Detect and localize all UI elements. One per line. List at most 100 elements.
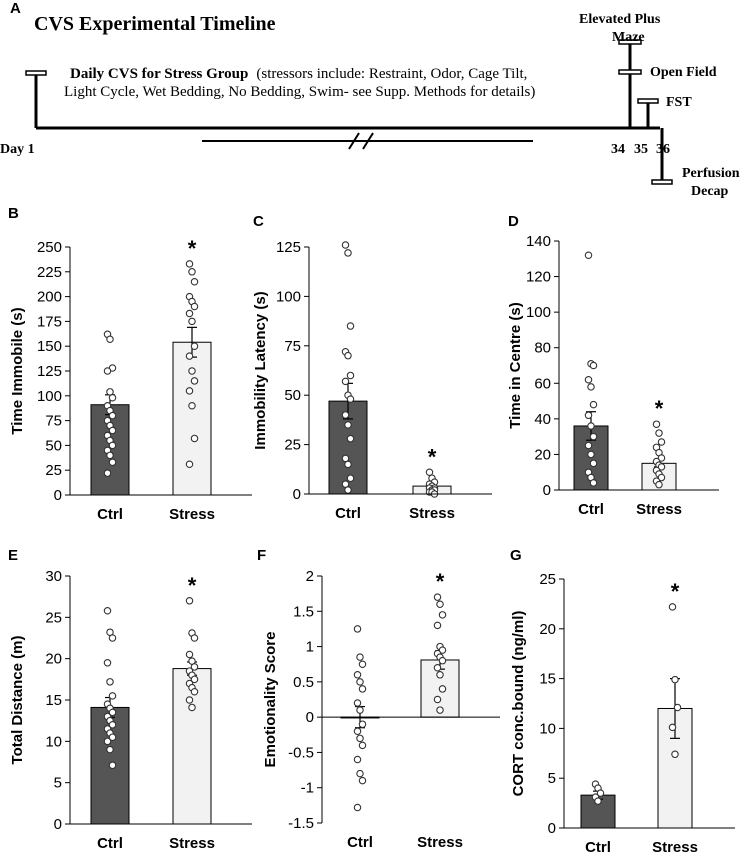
y-axis-label: Time Immobile (s) [9,307,26,434]
y-tick-label: 1 [306,639,314,656]
data-point [108,458,117,467]
chart-cort-conc: 0 5 10 15 20 25 CORT conc.bound (ng/ml) Ctrl * St… [510,571,735,856]
data-point [190,434,199,443]
data-point [346,395,355,403]
y-tick-label: 50 [284,387,301,404]
marker-elevated-plus-maze [618,39,642,45]
data-point [657,473,666,482]
y-tick-label: 25 [539,571,556,588]
x-category-label: Ctrl [578,501,604,518]
y-tick-label: 250 [37,239,62,256]
data-point [190,342,199,350]
y-axis-label: Time in Centre (s) [507,302,524,428]
y-axis-label: CORT conc.bound (ng/ml) [510,611,527,797]
data-point [108,721,117,729]
x-category-label: Ctrl [585,839,611,856]
timeline-break-slash-1 [348,132,360,150]
day-35-label: 35 [634,142,648,157]
data-point [185,696,194,704]
data-point [106,678,114,686]
data-point [356,653,364,661]
event-fst: FST [666,95,692,110]
data-point [657,463,666,471]
y-tick-label: 75 [284,338,301,355]
data-point [185,387,194,395]
event-elevated-plus-line2: Maze [612,30,645,45]
data-point [438,646,447,654]
data-point [341,411,350,419]
panel-label-g: G [510,547,522,564]
y-tick-label: 225 [37,264,62,281]
data-point [190,687,199,696]
data-point [655,429,663,437]
data-point [584,441,593,450]
x-category-label: Ctrl [97,835,123,852]
panel-label-f: F [257,547,266,564]
y-tick-label: 125 [276,239,301,256]
timeline-title: CVS Experimental Timeline [34,13,276,35]
data-point [344,421,352,429]
day-36-label: 36 [656,142,670,157]
x-category-label: Stress [169,506,215,523]
data-point [433,663,442,672]
significance-star: * [671,579,680,604]
y-tick-label: 125 [37,363,62,380]
y-axis-label: Total Distance (m) [9,636,26,765]
data-point [438,685,447,693]
y-tick-label: 20 [45,651,62,668]
timeline-break-slash-2 [362,132,374,150]
significance-star: * [188,236,197,261]
data-point [188,367,196,375]
data-point [108,733,117,741]
data-point [657,438,666,446]
data-point [344,460,352,469]
data-point [358,685,367,693]
data-point [353,727,362,736]
data-point [358,741,367,750]
data-point [341,377,350,386]
data-point [596,789,605,797]
data-point [185,597,194,605]
y-tick-label: 25 [45,609,62,626]
panel-label-e: E [8,547,18,564]
data-point [346,474,355,482]
data-point [108,426,117,435]
data-point [353,803,362,812]
data-point [185,352,194,360]
y-axis-label: Emotionality Score [262,632,279,768]
data-point [584,411,593,420]
data-point [584,375,593,384]
data-point [671,750,679,759]
y-tick-label: 0 [548,820,556,837]
timeline-panel: A CVS Experimental Timeline Daily CVS fo… [0,0,740,199]
y-tick-label: 100 [526,304,551,321]
data-point [185,650,194,659]
data-point [433,621,442,630]
daily-cvs-rest: (stressors include: Restraint, Odor, Cag… [256,66,527,82]
data-point [589,432,598,441]
data-point [356,678,364,686]
data-point [356,734,364,743]
y-tick-label: 140 [526,233,551,250]
data-point [433,593,442,601]
data-point [353,755,362,764]
data-point [436,600,444,608]
x-category-label: Stress [169,835,215,852]
data-point [185,460,194,468]
y-tick-label: 1.5 [293,603,314,620]
data-point [108,708,117,717]
data-point [436,706,444,714]
panel-label-b: B [8,205,19,222]
chart-immobility-latency: 0 25 50 75 100 125 Immobility Latency (s) Ctrl *… [252,239,492,522]
y-tick-label: 0 [54,487,62,504]
data-point [190,663,199,671]
y-tick-label: 30 [45,568,62,585]
data-point [668,723,677,732]
data-point [655,480,663,489]
data-point [346,434,355,443]
y-tick-label: -1.5 [288,815,314,832]
y-tick-label: 20 [534,446,551,463]
data-point [108,761,117,770]
significance-star: * [436,569,445,594]
y-tick-label: 0.5 [293,674,314,691]
